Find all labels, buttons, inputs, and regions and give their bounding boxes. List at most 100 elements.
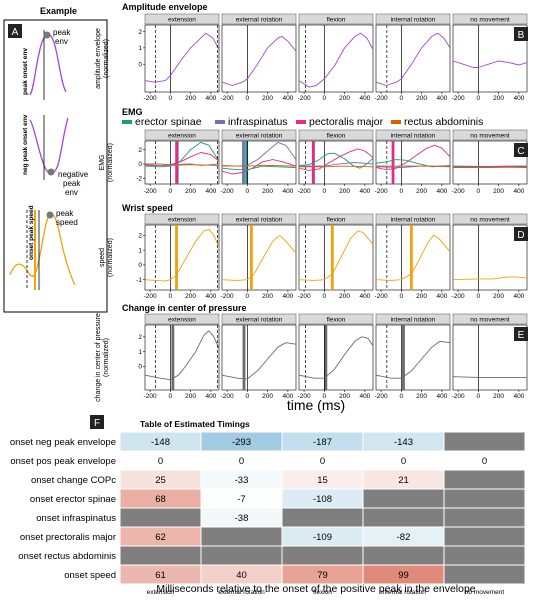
y-tick-label: 1 (138, 349, 142, 356)
facet-label: extension (168, 133, 196, 140)
x-tick-label: 200 (416, 188, 427, 195)
panel-badge (514, 227, 528, 241)
x-tick-label: 200 (416, 95, 427, 102)
x-tick-label: -200 (221, 393, 234, 400)
x-tick-label: -200 (144, 188, 157, 195)
onset-band (242, 325, 246, 390)
facet-no-movement: no movement -200 0 200 400 (452, 313, 528, 400)
series-line (221, 234, 297, 281)
time-axis-label: time (ms) (287, 397, 345, 413)
onset-band (324, 325, 328, 390)
facet-strip (144, 13, 220, 25)
x-tick-label: 0 (400, 188, 404, 195)
example-peak-dot (43, 31, 51, 39)
x-tick-label: 400 (205, 393, 216, 400)
table-row-label: onset erector spinae (30, 494, 116, 505)
table-cell-value: 79 (317, 570, 328, 581)
row-d: Wrist speed speed(normalized) extension -20… (99, 203, 528, 300)
table-row-label: onset infraspinatus (36, 513, 116, 524)
facet-internal-rotation: internal rotation -200 0 200 400 (375, 129, 451, 195)
x-tick-label: 0 (477, 95, 481, 102)
table-cell-value: 0 (320, 456, 325, 467)
x-tick-label: -200 (375, 293, 388, 300)
facet-extension: extension -200 0 200 400 0 1 2 (138, 313, 220, 400)
series-line (298, 148, 374, 171)
facet-strip (375, 213, 451, 225)
table-cell (443, 564, 526, 585)
table-xlabel: Milliseconds relative to the onset of th… (156, 583, 475, 595)
table-row-label: onset speed (64, 570, 116, 581)
y-label-line: EMG (99, 155, 106, 171)
table-cell-value: -108 (313, 494, 332, 505)
x-tick-label: 0 (169, 393, 173, 400)
row-title: Change in center of pressure (122, 303, 247, 313)
facet-label: no movement (470, 317, 510, 324)
y-axis-label: amplitude envelope(normalized) (95, 28, 110, 89)
table-cell-value: -33 (235, 475, 249, 486)
series-line (375, 234, 451, 281)
series-line (298, 32, 374, 88)
facet-strip (452, 313, 528, 325)
legend-swatch (122, 120, 132, 124)
table-row-label: onset neg peak envelope (10, 437, 116, 448)
table-cell-value: 62 (155, 532, 166, 543)
series-line (375, 32, 451, 86)
facet-strip (144, 313, 220, 325)
onset-band (402, 325, 405, 390)
x-tick-label: 200 (493, 393, 504, 400)
panel-letter: B (518, 30, 525, 41)
x-tick-label: 400 (205, 188, 216, 195)
x-tick-label: 200 (262, 293, 273, 300)
facet-label: external rotation (236, 217, 283, 224)
x-tick-label: -200 (452, 188, 465, 195)
x-tick-label: 0 (246, 95, 250, 102)
facet-external-rotation: external rotation -200 0 200 400 (217, 213, 297, 300)
x-tick-label: 200 (416, 293, 427, 300)
x-tick-label: 400 (436, 393, 447, 400)
x-tick-label: 0 (323, 95, 327, 102)
table-cell-value: -82 (397, 532, 411, 543)
x-tick-label: 0 (323, 393, 327, 400)
emg-legend: erector spinae infraspinatus pectoralis ma… (122, 116, 483, 128)
facet-no-movement: no movement -200 0 200 400 (452, 213, 528, 300)
x-tick-label: 0 (477, 188, 481, 195)
row-title: Amplitude envelope (122, 2, 208, 12)
panel-letter: E (518, 330, 525, 341)
y-tick-label: 0 (138, 62, 142, 69)
x-tick-label: 400 (513, 188, 524, 195)
x-tick-label: 0 (169, 95, 173, 102)
table-cell (119, 545, 202, 566)
panel-badge (514, 27, 528, 41)
x-tick-label: -200 (452, 293, 465, 300)
x-tick-label: 0 (246, 188, 250, 195)
y-label-line: (normalized) (103, 338, 110, 377)
x-tick-label: 200 (416, 393, 427, 400)
facet-label: extension (168, 317, 196, 324)
table-cell (443, 431, 526, 452)
table-column-label: internal rotation (381, 589, 426, 596)
label-negative-1: negative (58, 170, 89, 179)
legend-label: infraspinatus (228, 116, 288, 128)
y-tick-label: 1 (138, 247, 142, 254)
label-peak-env-1: peak (53, 28, 71, 37)
panel-badge-f (90, 415, 104, 429)
table-cell-value: 21 (398, 475, 409, 486)
series-line (298, 336, 374, 379)
row-c: EMG erector spinae infraspinatus pectoralis… (99, 107, 528, 195)
x-tick-label: 0 (477, 393, 481, 400)
series-line (221, 35, 297, 86)
facet-external-rotation: external rotation -200 0 200 400 (217, 313, 297, 400)
facet-label: internal rotation (391, 217, 436, 224)
series-line (375, 144, 451, 171)
panel-badge-a (8, 24, 22, 38)
facet-flexion: flexion -200 0 200 400 (298, 313, 374, 400)
x-tick-label: 200 (339, 293, 350, 300)
series-line (145, 164, 220, 166)
panel-letter: C (517, 146, 524, 157)
x-tick-label: 200 (493, 293, 504, 300)
facet-strip (375, 313, 451, 325)
table-cell-value: 0 (401, 456, 406, 467)
x-tick-label: 0 (169, 188, 173, 195)
facet-frame (221, 324, 297, 391)
